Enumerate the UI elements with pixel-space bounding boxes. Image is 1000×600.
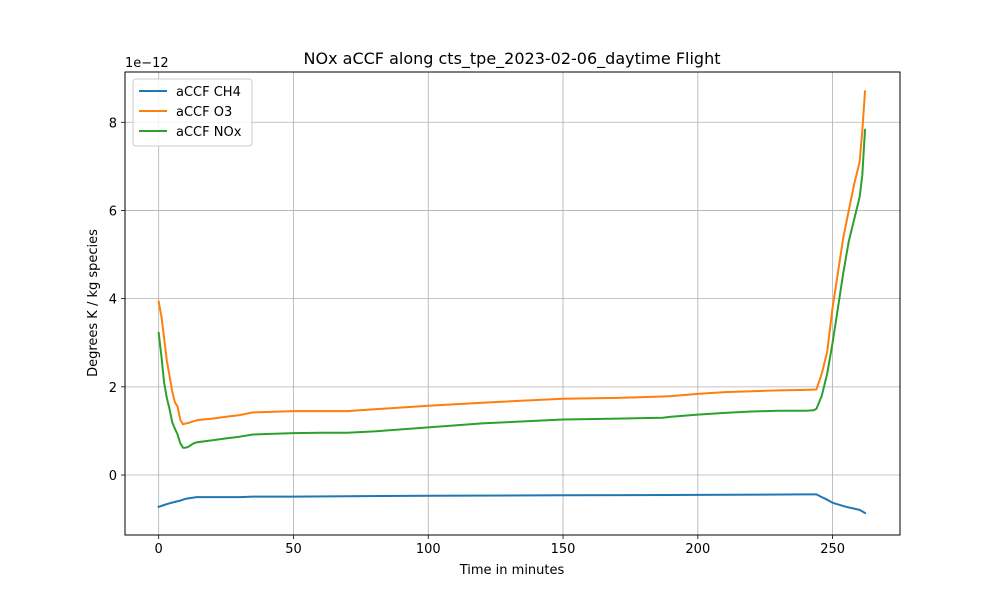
legend-box [132, 78, 253, 147]
series-line-accf-ch4 [157, 493, 867, 515]
series-line-accf-nox [157, 128, 867, 449]
y-tick-label: 4 [109, 293, 117, 308]
x-tick-label: 50 [285, 542, 302, 557]
series-lines [157, 90, 867, 515]
y-tick-label: 6 [109, 204, 117, 219]
y-tick-label: 0 [109, 469, 117, 484]
axis-ticks: 0 50 100 150 200 250 0 2 4 6 8 [109, 116, 845, 557]
x-axis-label: Time in minutes [459, 563, 565, 578]
legend-label-accf-o3: aCCF O3 [176, 105, 232, 120]
y-scale-offset-label: 1e−12 [125, 56, 169, 71]
x-tick-label: 250 [820, 542, 845, 557]
chart-title: NOx aCCF along cts_tpe_2023-02-06_daytim… [304, 49, 721, 69]
plot-frame [124, 71, 901, 536]
y-tick-label: 2 [109, 381, 117, 396]
y-axis-label: Degrees K / kg species [86, 229, 101, 377]
legend-label-accf-ch4: aCCF CH4 [176, 85, 241, 100]
x-tick-label: 150 [551, 542, 576, 557]
x-tick-label: 100 [416, 542, 441, 557]
x-tick-label: 200 [685, 542, 710, 557]
legend-label-accf-nox: aCCF NOx [176, 125, 242, 140]
legend: aCCF CH4 aCCF O3 aCCF NOx [132, 78, 253, 147]
x-tick-label: 0 [155, 542, 163, 557]
series-line-accf-o3 [157, 90, 867, 426]
y-tick-label: 8 [109, 116, 117, 131]
grid-lines [125, 72, 900, 535]
